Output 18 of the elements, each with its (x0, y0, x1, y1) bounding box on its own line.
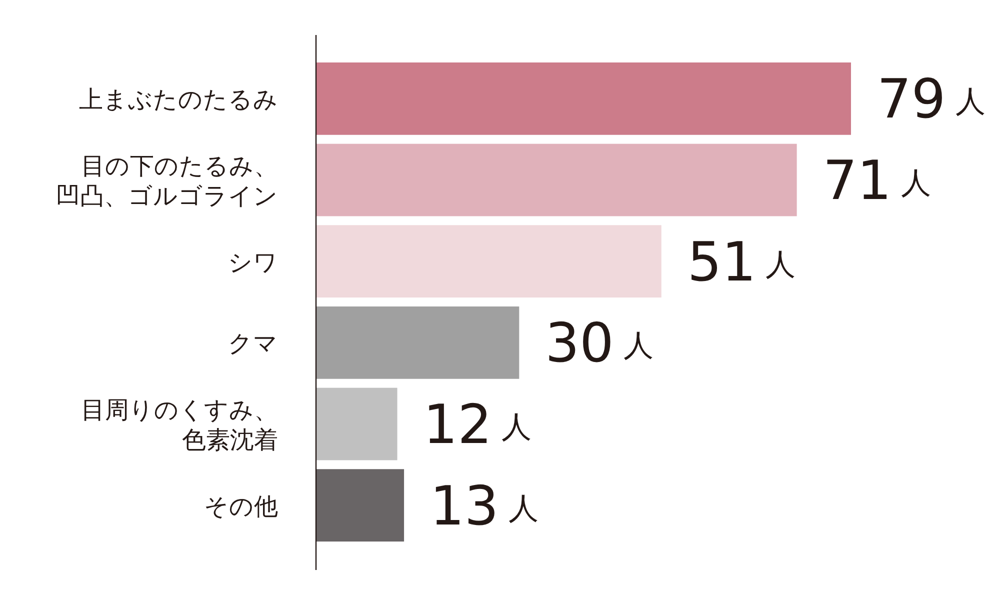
y-tick-label: 目の下のたるみ、凹凸、ゴルゴライン (56, 152, 278, 210)
bar (316, 62, 851, 135)
data-label: 12 人 (423, 393, 532, 456)
y-tick-label: クマ (228, 330, 278, 358)
data-label: 13 人 (430, 474, 538, 538)
y-tick-label: 目周りのくすみ、色素沈着 (81, 396, 278, 454)
data-label: 30 人 (545, 312, 654, 375)
data-label: 79 人 (877, 68, 986, 131)
bar (316, 388, 398, 460)
data-label: 51 人 (687, 230, 796, 294)
bar (316, 469, 404, 542)
data-label: 71 人 (822, 149, 932, 212)
bar (316, 144, 797, 216)
y-tick-label: シワ (228, 248, 278, 276)
bar (316, 225, 662, 298)
y-tick-label: 上まぶたのたるみ (79, 86, 278, 114)
y-tick-label: その他 (204, 492, 278, 520)
bar (316, 306, 520, 379)
